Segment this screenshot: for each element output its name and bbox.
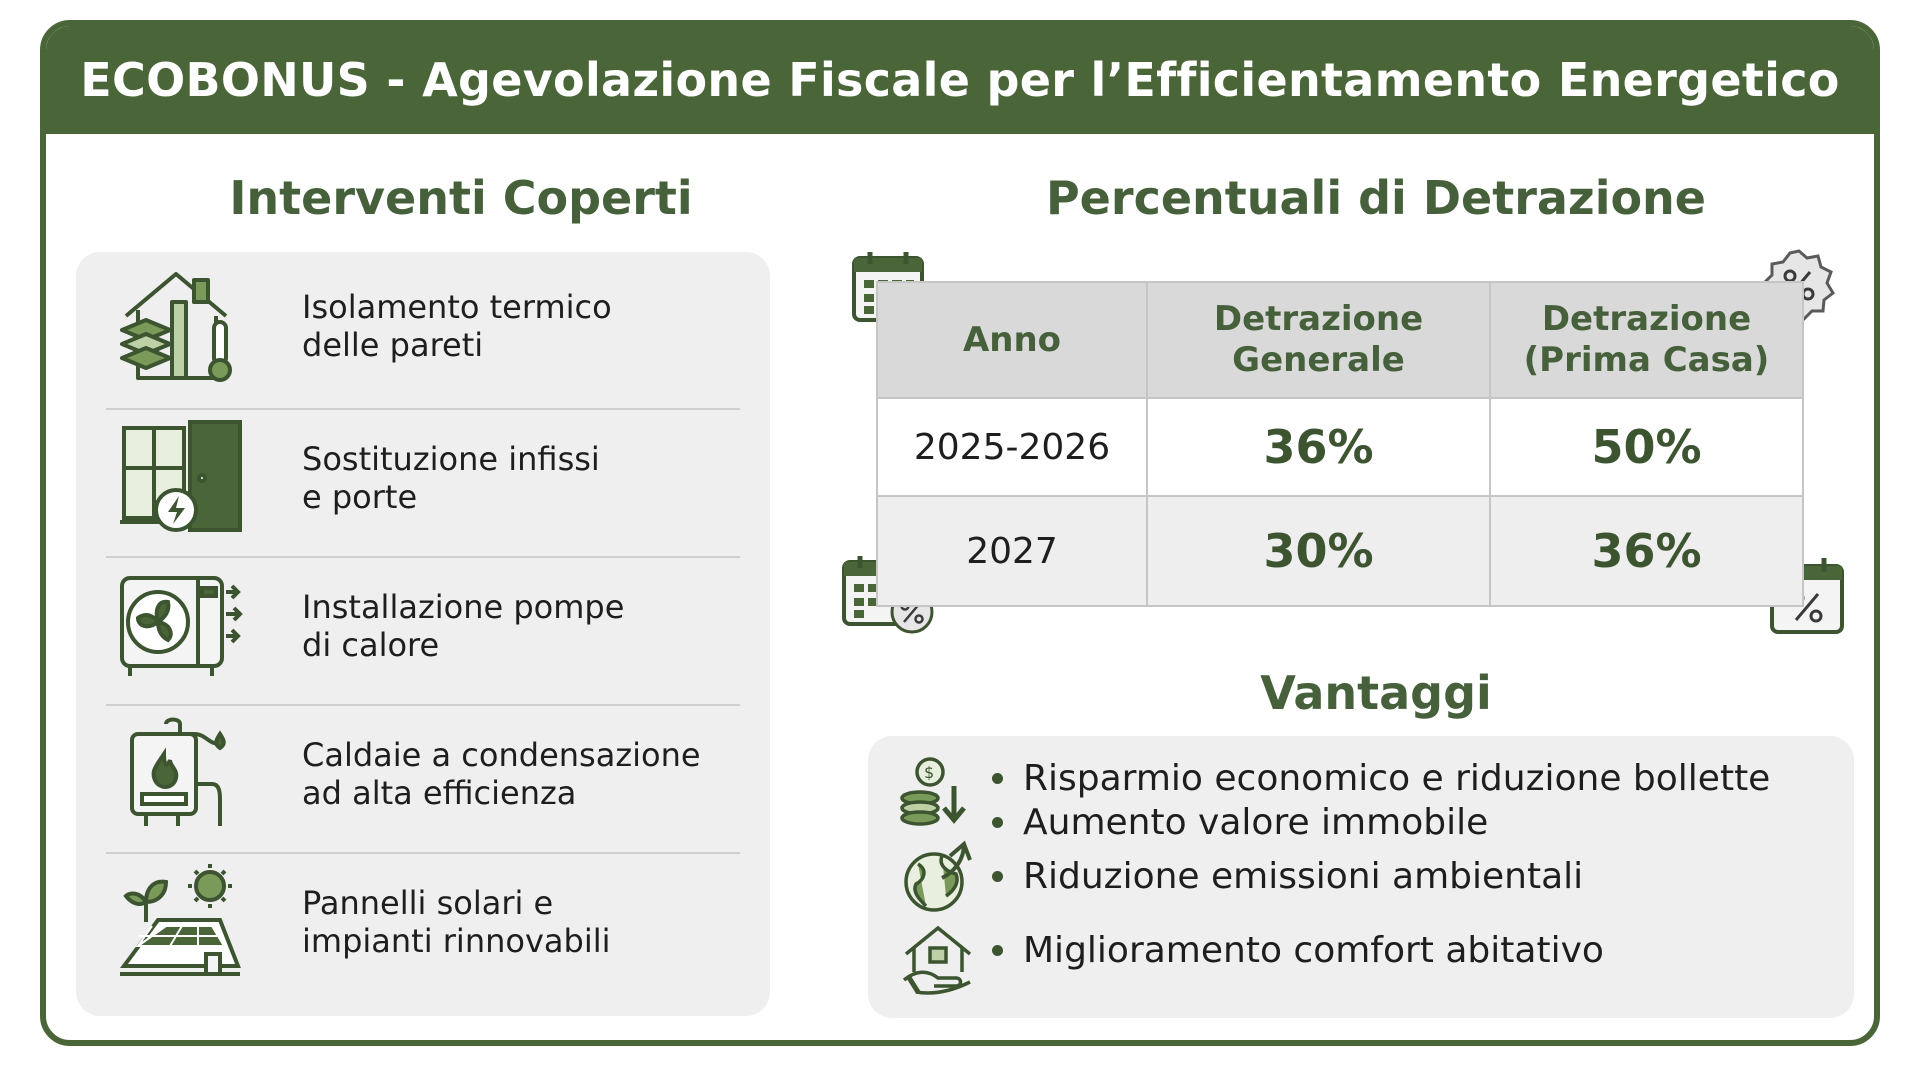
solar-panel-icon — [120, 864, 241, 976]
table-cell-percent: 36% — [1591, 524, 1702, 578]
table-header-row: Anno Detrazione Generale Detrazione (Pri… — [878, 283, 1802, 399]
item-label: di calore — [302, 626, 440, 664]
bullet — [992, 944, 1003, 956]
list-item: Sostituzione infissi e porte — [106, 404, 740, 552]
interventions-card: Isolamento termico delle pareti — [76, 252, 770, 1016]
advantage-item: Riduzione emissioni ambientali — [992, 854, 1583, 898]
divider — [106, 556, 740, 558]
list-item: Isolamento termico delle pareti — [106, 252, 740, 400]
list-item: Installazione pompe di calore — [106, 552, 740, 700]
item-label: Caldaie a condensazione — [302, 735, 701, 774]
globe-growth-icon — [904, 840, 972, 912]
advantages-card: $ Risparmio e — [868, 736, 1854, 1018]
item-label: Pannelli solari e — [302, 883, 554, 922]
list-item: Pannelli solari e impianti rinnovabili — [106, 848, 740, 996]
bullet — [992, 816, 1003, 828]
heat-pump-icon — [120, 576, 243, 676]
bullet — [992, 772, 1003, 784]
table-cell-percent: 30% — [1148, 497, 1491, 605]
item-label: ad alta efficienza — [302, 774, 577, 812]
section-title-percentuali: Percentuali di Detrazione — [1045, 171, 1707, 225]
deduction-table: Anno Detrazione Generale Detrazione (Pri… — [876, 281, 1804, 607]
divider — [106, 704, 740, 706]
table-header-cell: Anno — [878, 283, 1148, 397]
table-cell-percent: 36% — [1148, 399, 1491, 495]
advantage-item: Miglioramento comfort abitativo — [992, 928, 1604, 972]
table-row: 2027 30% 36% — [878, 497, 1802, 605]
item-label: impianti rinnovabili — [302, 922, 611, 960]
svg-text:$: $ — [924, 763, 934, 782]
home-comfort-icon — [902, 925, 972, 995]
table-row: 2025-2026 36% 50% — [878, 399, 1802, 497]
list-item: Caldaie a condensazione ad alta efficien… — [106, 700, 740, 848]
table-cell-year: 2027 — [878, 497, 1148, 605]
section-title-interventi: Interventi Coperti — [229, 171, 693, 225]
boiler-icon — [130, 717, 226, 826]
item-label: Isolamento termico — [302, 287, 612, 326]
window-door-icon — [120, 420, 242, 532]
table-header-cell: Detrazione Generale — [1148, 283, 1491, 397]
item-label: delle pareti — [302, 326, 484, 364]
item-label: e porte — [302, 478, 418, 516]
bullet — [992, 870, 1003, 882]
infographic-frame: ECOBONUS - Agevolazione Fiscale per l’Ef… — [40, 20, 1880, 1046]
advantage-item: Aumento valore immobile — [992, 800, 1488, 844]
table-header-cell: Detrazione (Prima Casa) — [1523, 299, 1770, 380]
advantage-item: Risparmio economico e riduzione bollette — [992, 756, 1770, 800]
section-title-vantaggi: Vantaggi — [1260, 666, 1492, 720]
coins-savings-icon: $ — [900, 757, 966, 826]
divider — [106, 408, 740, 410]
table-cell-year: 2025-2026 — [878, 399, 1148, 495]
item-label: Sostituzione infissi — [302, 439, 600, 478]
house-insulation-icon — [120, 272, 232, 382]
page-title: ECOBONUS - Agevolazione Fiscale per l’Ef… — [46, 26, 1874, 134]
item-label: Installazione pompe — [302, 587, 625, 626]
table-cell-percent: 50% — [1591, 420, 1702, 474]
divider — [106, 852, 740, 854]
